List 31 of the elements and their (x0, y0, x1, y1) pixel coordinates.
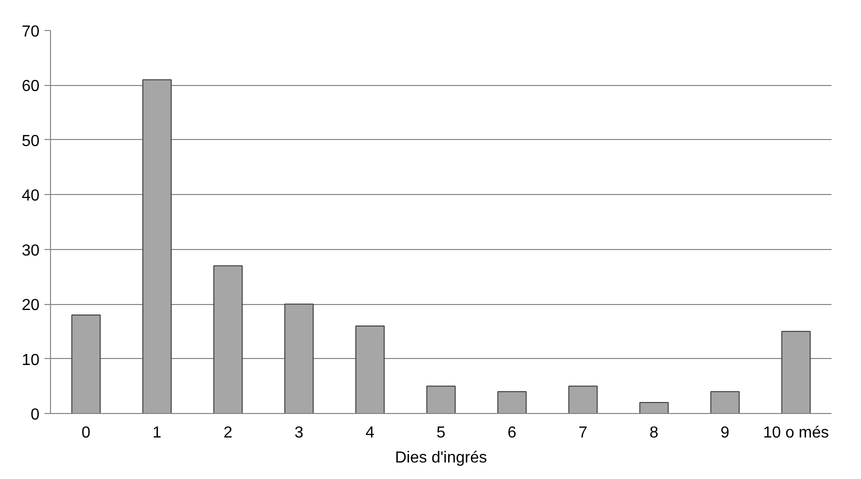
x-axis-title: Dies d'ingrés (395, 450, 487, 466)
y-tick-label: 0 (30, 406, 40, 424)
bar (568, 386, 598, 414)
y-tick-label: 60 (22, 78, 40, 96)
x-tick-label: 8 (650, 424, 659, 442)
y-tick-label: 30 (22, 242, 40, 260)
bar (142, 79, 172, 414)
x-tick-label: 5 (436, 424, 446, 442)
bar (497, 391, 527, 414)
x-tick-label: 6 (508, 424, 517, 442)
y-tick-label: 10 (22, 352, 40, 369)
y-tick-label: 40 (22, 188, 40, 205)
y-tick-label: 50 (22, 132, 40, 150)
bar (284, 304, 314, 414)
bar (355, 325, 385, 414)
bar (71, 314, 101, 414)
x-tick-label: 9 (720, 424, 730, 442)
x-tick-label: 4 (366, 424, 375, 442)
x-tick-label: 2 (224, 424, 233, 442)
bar (639, 402, 669, 414)
bar (710, 391, 740, 414)
x-tick-label: 7 (578, 424, 588, 442)
bar (426, 386, 456, 414)
x-tick-label: 10 o més (763, 424, 829, 442)
bar (213, 265, 243, 414)
y-tick-label: 20 (22, 297, 40, 314)
x-tick-label: 0 (82, 424, 91, 442)
bar (781, 330, 811, 414)
x-tick-label: 3 (294, 424, 304, 442)
x-tick-label: 1 (152, 424, 162, 442)
y-tick-label: 70 (22, 24, 40, 40)
